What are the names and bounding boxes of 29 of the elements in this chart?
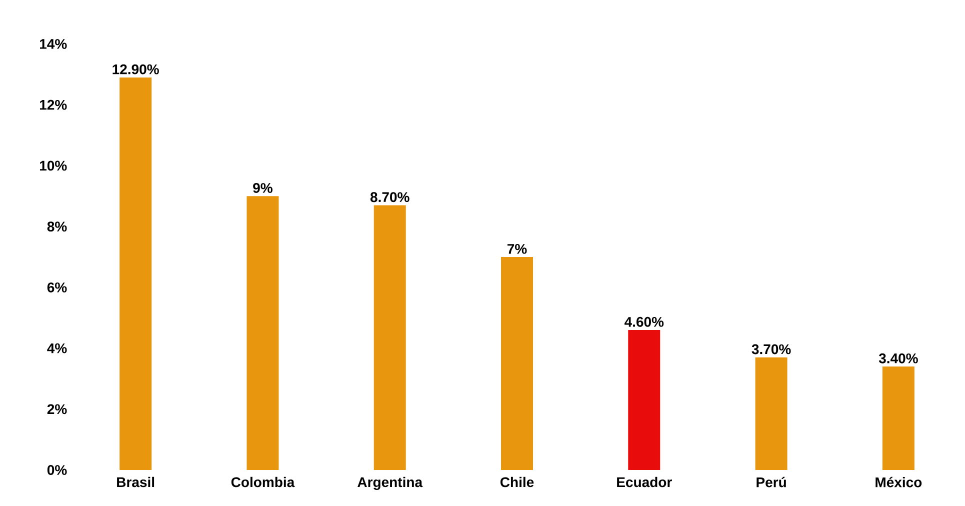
y-tick-label: 2%	[47, 404, 67, 414]
x-tick-label: Colombia	[231, 476, 295, 488]
data-label: 4.60%	[624, 316, 664, 327]
data-label: 3.40%	[878, 353, 918, 364]
x-tick-label: Argentina	[358, 476, 423, 490]
y-tick-label: 10%	[40, 160, 67, 171]
x-tick-label: Ecuador	[617, 476, 672, 488]
bar	[374, 205, 406, 470]
data-label: 9%	[253, 183, 272, 193]
y-tick-label: 8%	[47, 222, 67, 232]
y-tick-label: 12%	[40, 100, 67, 110]
data-label: 7%	[507, 244, 527, 254]
y-tick-label: 6%	[47, 282, 67, 292]
bar	[501, 256, 533, 470]
x-tick-label: Perú	[756, 476, 786, 488]
y-tick-label: 4%	[47, 343, 67, 354]
y-tick-label: 0%	[47, 465, 67, 475]
x-tick-label: México	[876, 476, 922, 488]
y-tick-label: 14%	[40, 39, 67, 49]
data-label: 12.90%	[112, 64, 159, 74]
bar	[246, 196, 279, 470]
x-tick-label: Brasil	[117, 476, 154, 488]
bar	[628, 330, 660, 470]
data-label: 3.70%	[752, 344, 791, 354]
bar	[882, 366, 914, 470]
data-label: 8.70%	[370, 192, 410, 202]
bar	[755, 357, 788, 470]
bar	[120, 77, 152, 470]
x-tick-label: Chile	[500, 476, 534, 488]
